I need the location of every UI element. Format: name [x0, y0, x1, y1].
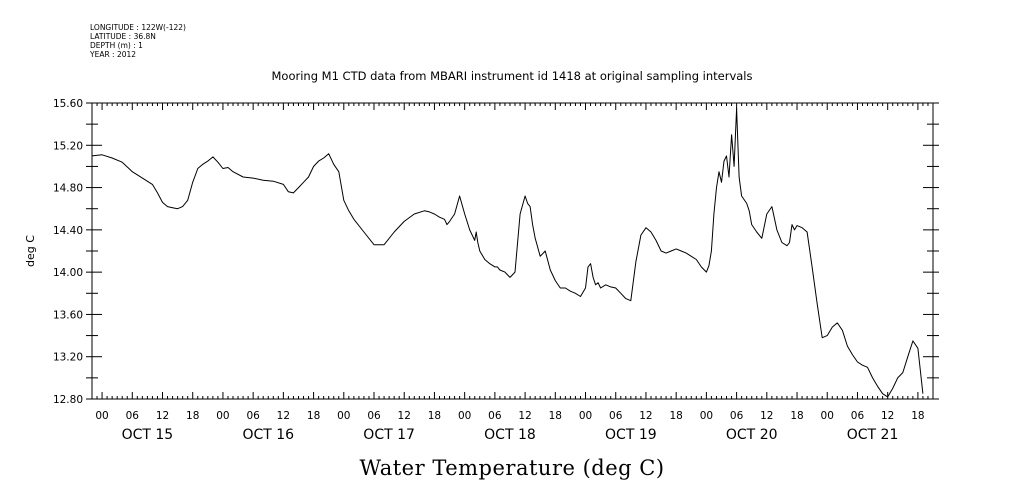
x-hour-label: 18 [549, 410, 562, 422]
y-axis-tick-labels: 12.80 13.20 13.60 14.00 14.40 14.80 15.20 15.60 [53, 98, 83, 406]
x-axis-tick-labels: 00 06 12 18 00 06 12 18 00 06 12 18 00 06 12 18 00 06 12 18… [95, 410, 924, 422]
x-axis-label: Water Temperature (deg C) [359, 456, 664, 480]
x-hour-label: 18 [669, 410, 682, 422]
y-tick-label: 15.60 [53, 98, 83, 110]
x-hour-label: 00 [337, 410, 350, 422]
chart: LONGITUDE : 122W(-122) LATITUDE : 36.8N … [0, 0, 1009, 504]
x-hour-label: 18 [911, 410, 924, 422]
x-hour-label: 00 [579, 410, 592, 422]
x-day-label: OCT 16 [242, 427, 294, 443]
series-layer [92, 108, 923, 397]
y-tick-label: 13.20 [53, 352, 83, 364]
x-hour-label: 00 [95, 410, 108, 422]
x-hour-label: 12 [156, 410, 169, 422]
x-hour-label: 12 [518, 410, 531, 422]
x-hour-label: 06 [367, 410, 381, 422]
x-hour-label: 06 [488, 410, 502, 422]
x-hour-label: 06 [246, 410, 260, 422]
y-tick-label: 12.80 [53, 394, 83, 406]
y-axis-label: deg C [24, 235, 37, 267]
x-day-label: OCT 17 [363, 427, 415, 443]
x-hour-label: 06 [126, 410, 140, 422]
x-hour-label: 12 [639, 410, 652, 422]
meta-longitude: LONGITUDE : 122W(-122) [90, 23, 186, 32]
axis-ticks [86, 103, 939, 399]
plot-frame [92, 103, 933, 399]
x-hour-label: 12 [760, 410, 773, 422]
x-hour-label: 06 [609, 410, 623, 422]
x-day-label: OCT 21 [847, 427, 899, 443]
x-day-label: OCT 18 [484, 427, 536, 443]
x-hour-label: 18 [186, 410, 199, 422]
x-day-label: OCT 20 [726, 427, 778, 443]
y-tick-label: 14.80 [53, 183, 83, 195]
meta-depth: DEPTH (m) : 1 [90, 41, 143, 50]
x-hour-label: 06 [730, 410, 744, 422]
x-hour-label: 18 [428, 410, 441, 422]
chart-title: Mooring M1 CTD data from MBARI instrumen… [272, 69, 753, 83]
x-hour-label: 18 [307, 410, 320, 422]
meta-year: YEAR : 2012 [89, 50, 136, 59]
metadata-block: LONGITUDE : 122W(-122) LATITUDE : 36.8N … [89, 23, 186, 59]
x-hour-label: 00 [216, 410, 229, 422]
x-hour-label: 00 [821, 410, 834, 422]
y-tick-label: 13.60 [53, 309, 83, 321]
x-axis-day-labels: OCT 15 OCT 16 OCT 17 OCT 18 OCT 19 OCT 20 OCT … [122, 427, 899, 443]
y-tick-label: 14.00 [53, 267, 83, 279]
series-line-water-temperature [92, 108, 923, 397]
y-tick-label: 14.40 [53, 225, 83, 237]
x-hour-label: 00 [458, 410, 471, 422]
x-hour-label: 18 [790, 410, 803, 422]
x-hour-label: 12 [398, 410, 411, 422]
meta-latitude: LATITUDE : 36.8N [90, 32, 156, 41]
y-tick-label: 15.20 [53, 140, 83, 152]
x-hour-label: 12 [881, 410, 894, 422]
x-hour-label: 12 [277, 410, 290, 422]
x-hour-label: 06 [851, 410, 865, 422]
x-hour-label: 00 [700, 410, 713, 422]
x-day-label: OCT 19 [605, 427, 657, 443]
x-day-label: OCT 15 [122, 427, 174, 443]
